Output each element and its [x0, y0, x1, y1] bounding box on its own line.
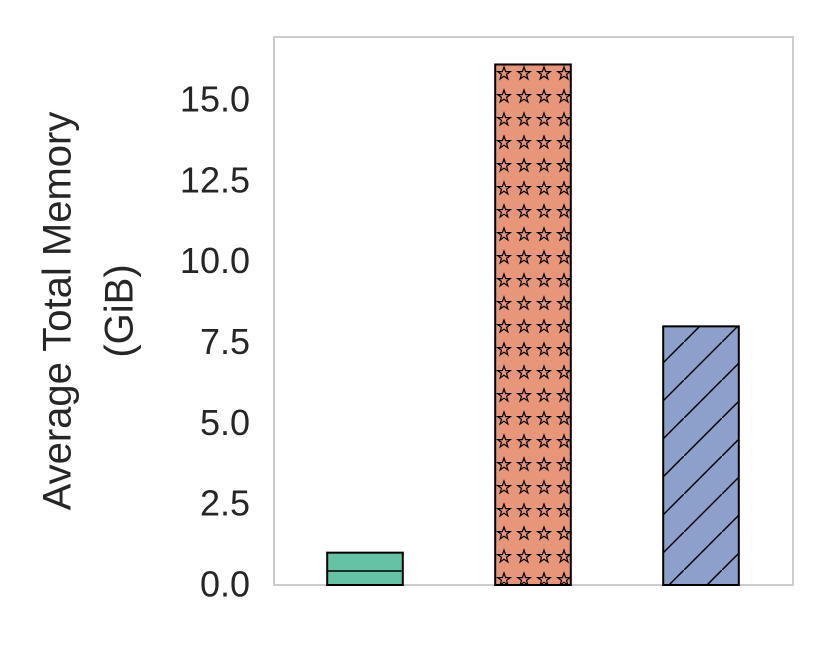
y-axis-label: (GiB) [98, 264, 142, 357]
y-tick-label: 5.0 [200, 402, 250, 443]
y-axis-label: Average Total Memory [36, 112, 80, 511]
bar-hatch [662, 325, 740, 586]
y-tick-label: 7.5 [200, 321, 250, 362]
y-tick-label: 2.5 [200, 483, 250, 524]
y-tick-label: 15.0 [180, 79, 250, 120]
bar-hatch [494, 63, 572, 586]
y-tick-label: 12.5 [180, 159, 250, 200]
bar-hatch [326, 551, 404, 586]
y-tick-label: 0.0 [200, 564, 250, 605]
y-tick-label: 10.0 [180, 240, 250, 281]
